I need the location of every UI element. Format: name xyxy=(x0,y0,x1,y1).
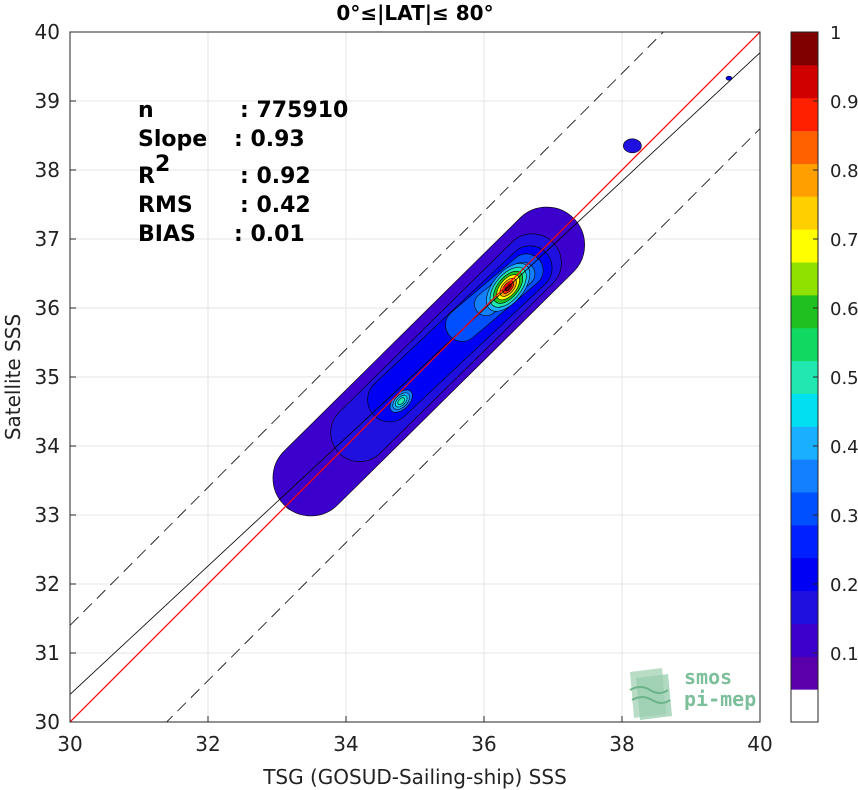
x-axis-ticks: 30 32 34 36 38 40 xyxy=(57,716,773,756)
colorbar-swatch xyxy=(791,689,818,723)
stat-value-bias: : 0.01 xyxy=(234,222,305,247)
stat-value-n: : 775910 xyxy=(240,98,348,123)
stat-label-rms: RMS xyxy=(138,193,193,218)
stat-label-bias: BIAS xyxy=(138,222,196,247)
colorbar-tick-label: 1 xyxy=(830,23,841,44)
x-axis-label: TSG (GOSUD-Sailing-ship) SSS xyxy=(262,765,567,789)
colorbar-swatch xyxy=(791,656,818,690)
lower-bound-line xyxy=(166,128,760,722)
colorbar-swatch xyxy=(791,524,818,559)
x-tick-label: 30 xyxy=(57,732,82,756)
y-axis-ticks: 30 31 32 33 34 35 36 37 38 39 40 xyxy=(35,20,76,734)
colorbar-swatch xyxy=(791,196,818,230)
y-axis-label: Satellite SSS xyxy=(1,314,25,440)
x-tick-label: 38 xyxy=(609,732,634,756)
upper-bound-line xyxy=(70,32,664,626)
density-secondary-peak-3 xyxy=(397,397,405,405)
stat-label-n: n xyxy=(138,98,154,123)
reference-lines xyxy=(70,32,760,722)
fit-line xyxy=(70,52,760,695)
colorbar-swatch xyxy=(791,426,818,460)
colorbar-tick-label: 0.5 xyxy=(830,368,858,389)
colorbar-swatch xyxy=(791,64,818,99)
watermark: smos pi-mep xyxy=(629,665,756,720)
colorbar-tick-label: 0.8 xyxy=(830,161,858,182)
density-isolated-blob-0 xyxy=(623,138,642,154)
y-tick-label: 39 xyxy=(35,89,60,113)
colorbar-tick-label: 0.2 xyxy=(830,575,858,596)
stat-value-slope: : 0.93 xyxy=(234,127,305,152)
chart-title: 0°≤|LAT|≤ 80° xyxy=(336,1,493,25)
y-tick-label: 31 xyxy=(35,641,60,665)
stat-value-r: : 0.92 xyxy=(240,164,311,189)
stat-label-superscript: 2 xyxy=(155,152,170,177)
colorbar-swatch xyxy=(791,130,818,164)
y-tick-label: 34 xyxy=(35,434,60,458)
stat-label-slope: Slope xyxy=(138,127,207,152)
x-tick-label: 34 xyxy=(333,732,358,756)
y-tick-label: 30 xyxy=(35,710,60,734)
colorbar-swatch xyxy=(791,97,818,132)
y-tick-label: 37 xyxy=(35,227,60,251)
colorbar-tick-label: 0.6 xyxy=(830,299,858,320)
colorbar-swatch xyxy=(791,229,818,263)
smos-logo-icon xyxy=(629,668,672,720)
colorbar-tick-label: 0.3 xyxy=(830,506,858,527)
colorbar-tick-label: 0.7 xyxy=(830,230,858,251)
x-tick-label: 40 xyxy=(747,732,772,756)
colorbar-swatch xyxy=(791,294,818,329)
colorbar-swatch xyxy=(791,590,818,624)
y-tick-label: 38 xyxy=(35,158,60,182)
density-isolated-blob-1 xyxy=(725,75,733,81)
colorbar-swatch xyxy=(791,163,818,197)
colorbar-tick-label: 0.4 xyxy=(830,437,858,458)
colorbar-swatch xyxy=(791,557,818,592)
watermark-line1: smos xyxy=(684,665,732,689)
colorbar-swatch xyxy=(791,327,818,362)
grid xyxy=(69,31,761,723)
y-tick-label: 33 xyxy=(35,503,60,527)
y-tick-label: 32 xyxy=(35,572,60,596)
y-tick-label: 35 xyxy=(35,365,60,389)
colorbar-swatch xyxy=(791,492,818,526)
x-tick-label: 36 xyxy=(471,732,496,756)
colorbar-swatch xyxy=(791,623,818,657)
x-tick-label: 32 xyxy=(195,732,220,756)
watermark-line2: pi-mep xyxy=(684,687,756,711)
stat-label-r: R xyxy=(138,164,155,189)
y-tick-label: 40 xyxy=(35,20,60,44)
colorbar-tick-label: 0.9 xyxy=(830,92,858,113)
colorbar: 0.1 0.2 0.3 0.4 0.5 0.6 0.7 0.8 0.9 1 xyxy=(790,23,858,723)
stats-box: n : 775910 Slope : 0.93 R 2 : 0.92 RMS : 0.42 BIA… xyxy=(138,98,348,247)
colorbar-swatch xyxy=(791,393,818,427)
colorbar-tick-label: 0.1 xyxy=(830,644,858,665)
y-tick-label: 36 xyxy=(35,296,60,320)
colorbar-swatch xyxy=(791,262,818,296)
stat-value-rms: : 0.42 xyxy=(240,193,311,218)
colorbar-swatch xyxy=(791,459,818,493)
colorbar-swatch xyxy=(791,32,818,66)
identity-line xyxy=(70,32,760,722)
